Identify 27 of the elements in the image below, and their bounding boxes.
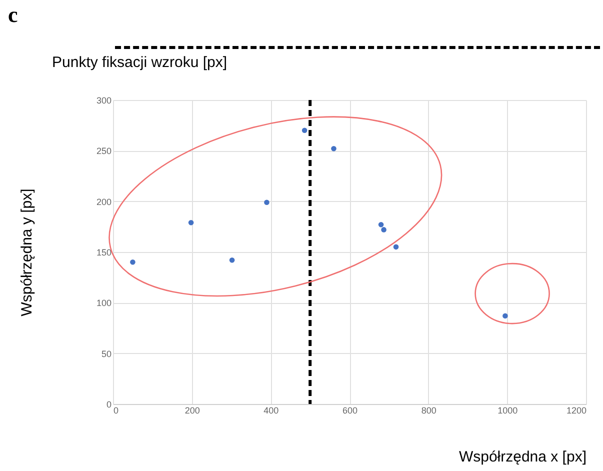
x-tick-label: 400 bbox=[264, 406, 279, 416]
x-tick-label: 200 bbox=[184, 406, 200, 416]
text: c bbox=[8, 2, 18, 28]
point bbox=[229, 257, 235, 263]
x-axis-title: Współrzędna x [px] bbox=[458, 448, 586, 466]
x-tick-label: 1200 bbox=[566, 406, 586, 416]
x-tick-label: 800 bbox=[421, 406, 436, 416]
y-axis-title: Współrzędna y [px] bbox=[18, 188, 36, 316]
point bbox=[331, 146, 336, 152]
y-tick-label: 300 bbox=[96, 96, 112, 106]
chart-title: Punkty fiksacji wzroku [px] bbox=[52, 54, 228, 71]
y-tick-label: 200 bbox=[96, 196, 112, 207]
point bbox=[302, 128, 308, 134]
point bbox=[130, 259, 136, 265]
point bbox=[502, 313, 508, 318]
point bbox=[381, 227, 386, 232]
point bbox=[378, 222, 384, 228]
point bbox=[188, 220, 194, 226]
y-tick-label: 100 bbox=[96, 298, 112, 308]
y-tick-label: 250 bbox=[96, 146, 112, 156]
x-tick-label: 0 bbox=[114, 406, 119, 416]
y-tick-label: 50 bbox=[101, 348, 112, 359]
x-tick-label: 600 bbox=[342, 406, 358, 416]
point bbox=[264, 200, 270, 205]
point bbox=[393, 244, 399, 250]
x-tick-label: 1000 bbox=[498, 406, 518, 416]
y-tick-label: 150 bbox=[96, 248, 112, 258]
